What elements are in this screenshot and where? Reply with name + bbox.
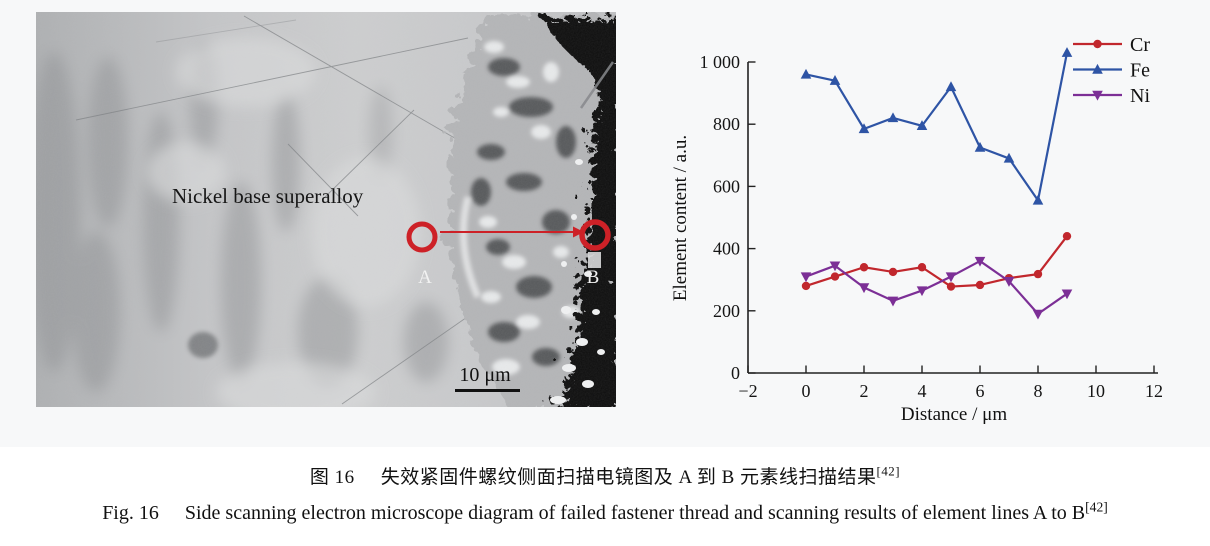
series-fe-line: [805, 52, 1069, 202]
figure-panel: Nickel base superalloy A B 10 μm 0 200 400…: [36, 10, 1210, 440]
series-fe-marker: [858, 123, 870, 134]
x-tick-label: 8: [1034, 381, 1043, 401]
caption-zh-text: 失效紧固件螺纹侧面扫描电镜图及 A 到 B 元素线扫描结果: [380, 467, 877, 488]
y-axis-title: Element content / a.u.: [670, 135, 691, 301]
element-linescan-chart: 0 200 400 600 800 1 000 −2 0 2 4 6 8 10 12 Cr Fe Ni Dis…: [660, 10, 1210, 440]
scale-bar-label: 10 μm: [459, 364, 511, 386]
caption-en-number: Fig. 16: [102, 502, 159, 524]
legend-label: Cr: [1130, 34, 1150, 56]
sem-image-canvas: Nickel base superalloy A B 10 μm: [36, 12, 616, 407]
caption-zh-number: 图 16: [309, 467, 355, 488]
sem-region-label: Nickel base superalloy: [172, 184, 364, 208]
chart-series: [800, 47, 1073, 320]
y-tick-label: 400: [713, 239, 740, 259]
legend-label: Ni: [1130, 85, 1150, 107]
series-fe-marker: [800, 68, 812, 79]
series-fe-marker: [887, 112, 899, 123]
sem-grain-overlay: [36, 12, 616, 407]
series-cr-marker: [975, 280, 985, 290]
series-cr-marker: [859, 263, 869, 272]
y-tick-label: 800: [713, 114, 740, 134]
series-cr-line: [805, 235, 1068, 288]
caption-zh-reference: [42]: [876, 463, 901, 479]
series-ni-marker: [974, 256, 986, 267]
x-tick-label: 4: [918, 381, 927, 401]
x-tick-label: 2: [860, 381, 869, 401]
scan-point-b-circle: [579, 219, 611, 251]
series-cr-marker: [1033, 269, 1043, 279]
y-tick-label: 0: [731, 363, 740, 383]
x-tick-label: 12: [1145, 381, 1163, 401]
legend-entry-ni: Ni: [1073, 85, 1150, 107]
chart-legend: Cr Fe Ni: [1073, 34, 1150, 107]
x-tick-label: 0: [802, 381, 811, 401]
series-fe: [800, 47, 1073, 205]
chart-axes: [747, 62, 1158, 374]
series-fe-marker: [945, 81, 957, 92]
series-fe-marker: [1061, 47, 1073, 57]
series-cr-marker: [917, 263, 927, 272]
legend-label: Fe: [1130, 60, 1150, 82]
series-ni-marker: [887, 296, 899, 307]
series-fe-marker: [1003, 152, 1015, 163]
x-tick-label: −2: [738, 381, 757, 401]
caption-english: Fig. 16 Side scanning electron microscope…: [0, 499, 1210, 525]
x-tick-label: 10: [1087, 381, 1105, 401]
series-cr-marker: [946, 282, 956, 291]
x-axis-title: Distance / μm: [901, 404, 1007, 425]
legend-entry-cr: Cr: [1073, 34, 1150, 56]
series-ni-marker: [1003, 277, 1015, 287]
series-ni-marker: [916, 286, 928, 297]
legend-marker-icon: [1092, 90, 1103, 101]
series-ni-line: [805, 259, 1068, 316]
scan-point-a-label: A: [418, 267, 432, 288]
series-cr-marker: [830, 272, 840, 281]
series-ni: [800, 256, 1073, 320]
series-fe-marker: [974, 141, 986, 152]
y-tick-label: 600: [713, 176, 740, 196]
scale-bar: [455, 389, 520, 392]
x-tick-label: 6: [976, 381, 985, 401]
series-ni-marker: [829, 261, 841, 272]
series-cr-marker: [801, 281, 811, 291]
series-ni-marker: [1061, 289, 1073, 300]
series-cr-marker: [888, 267, 898, 277]
caption-en-text: Side scanning electron microscope diagra…: [184, 502, 1086, 524]
series-fe-marker: [916, 120, 928, 130]
series-ni-marker: [1032, 309, 1044, 320]
legend-marker-icon: [1092, 63, 1103, 74]
series-cr-marker: [1062, 231, 1072, 241]
series-ni-marker: [945, 272, 957, 283]
scan-point-b-label: B: [587, 267, 600, 288]
scan-line-arrowhead-icon: [573, 226, 584, 238]
caption-chinese: 图 16 失效紧固件螺纹侧面扫描电镜图及 A 到 B 元素线扫描结果[42]: [0, 462, 1210, 489]
series-cr: [801, 231, 1072, 291]
legend-marker-icon: [1093, 39, 1102, 49]
series-fe-marker: [829, 75, 841, 85]
series-ni-marker: [800, 272, 812, 283]
legend-entry-fe: Fe: [1073, 60, 1150, 82]
sem-micrograph: Nickel base superalloy A B 10 μm: [36, 12, 616, 407]
y-tick-label: 1 000: [700, 52, 741, 72]
scan-point-a-circle: [406, 221, 438, 253]
y-tick-label: 200: [713, 301, 740, 321]
caption-en-reference: [42]: [1085, 499, 1108, 515]
series-ni-marker: [858, 283, 870, 294]
series-fe-marker: [1032, 194, 1044, 205]
